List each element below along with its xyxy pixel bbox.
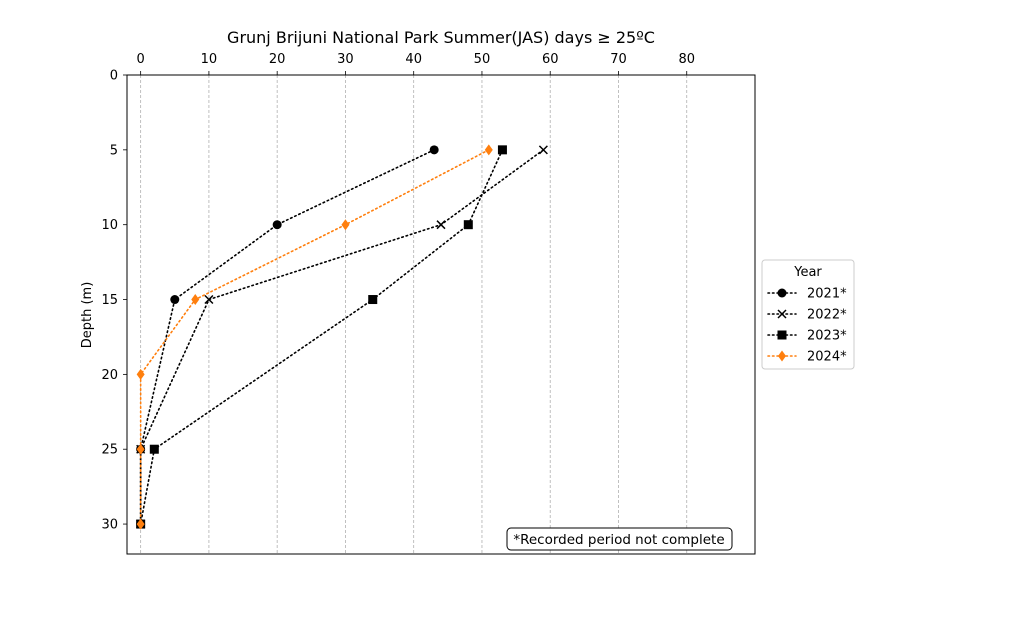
series-line	[139, 149, 490, 525]
grid	[140, 75, 688, 554]
legend-item: 2022*	[767, 308, 847, 323]
data-point	[484, 144, 493, 156]
legend-frame	[761, 259, 855, 370]
note-box-frame	[506, 527, 733, 551]
series-line	[139, 149, 545, 525]
legend-label: 2024*	[807, 350, 847, 365]
data-point	[170, 295, 180, 305]
legend-swatch-marker	[777, 330, 787, 340]
y-axis: 0 5 10 15 20 25 30	[101, 69, 127, 533]
y-tick-label: 0	[110, 69, 118, 84]
x-tick-label: 70	[610, 52, 627, 67]
data-point	[436, 220, 446, 230]
legend-label: 2021*	[807, 287, 847, 302]
x-tick-label: 60	[542, 52, 559, 67]
legend-item: 2021*	[767, 287, 847, 302]
x-tick-label: 30	[337, 52, 354, 67]
note-text: *Recorded period not complete	[513, 532, 724, 548]
data-point	[191, 294, 200, 306]
y-tick-label: 10	[101, 218, 118, 233]
data-point	[429, 145, 439, 155]
legend-swatch-marker	[777, 309, 787, 319]
x-axis: 0 10 20 30 40 50 60 70 80	[137, 52, 695, 75]
legend-swatch-marker	[777, 288, 787, 298]
series-2021	[136, 145, 439, 529]
legend-swatch-marker	[778, 350, 786, 362]
x-tick-label: 20	[269, 52, 286, 67]
x-tick-label: 50	[474, 52, 491, 67]
note-box: *Recorded period not complete	[506, 527, 733, 551]
y-axis-label: Depth (m)	[80, 282, 95, 349]
series-2024	[136, 144, 493, 530]
series-line	[139, 149, 435, 525]
x-tick-label: 80	[678, 52, 695, 67]
legend-label: 2023*	[807, 329, 847, 344]
data-point	[272, 220, 282, 230]
series-2022	[136, 145, 548, 529]
plot-frame	[126, 74, 756, 555]
series-line	[139, 149, 504, 525]
legend-title: Year	[793, 265, 822, 280]
legend-item: 2023*	[767, 329, 847, 344]
series-2023	[136, 145, 507, 529]
data-point	[341, 219, 350, 231]
y-tick-label: 25	[101, 443, 118, 458]
legend: Year 2021* 2022* 2023* 2024*	[761, 259, 855, 370]
legend-item: 2024*	[767, 350, 847, 365]
x-tick-label: 0	[137, 52, 145, 67]
data-point	[136, 518, 145, 530]
chart-title: Grunj Brijuni National Park Summer(JAS) …	[227, 28, 655, 47]
data-point	[368, 295, 378, 305]
series-layer	[136, 144, 548, 530]
y-tick-label: 15	[101, 293, 118, 308]
data-point	[136, 368, 145, 380]
x-tick-label: 10	[201, 52, 218, 67]
data-point	[497, 145, 507, 155]
y-tick-label: 20	[101, 368, 118, 383]
x-tick-label: 40	[405, 52, 422, 67]
data-point	[149, 444, 159, 454]
y-tick-label: 5	[110, 143, 118, 158]
data-point	[463, 220, 473, 230]
legend-label: 2022*	[807, 308, 847, 323]
y-tick-label: 30	[101, 518, 118, 533]
data-point	[136, 443, 145, 455]
data-point	[204, 295, 214, 305]
data-point	[538, 145, 548, 155]
